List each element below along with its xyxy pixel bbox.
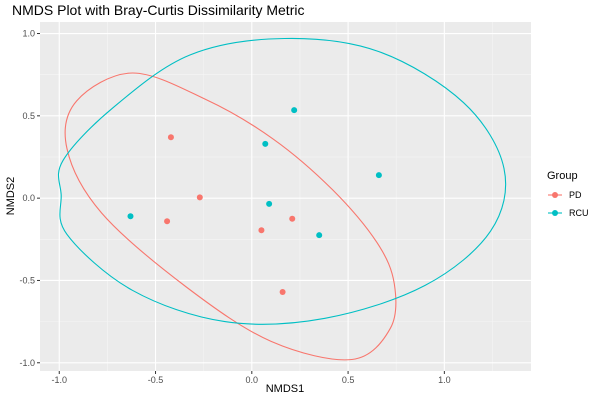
point-pd [164,218,171,225]
legend-key-point-rcu [552,210,558,216]
point-rcu [266,200,273,207]
legend-title: Group [547,170,578,182]
point-pd [167,134,174,141]
point-rcu [316,232,323,239]
legend-label-pd: PD [569,190,582,200]
legend-key-point-pd [552,192,558,198]
point-rcu [262,140,269,147]
x-tick-label: 0.0 [246,375,259,385]
y-axis-title: NMDS2 [5,177,17,216]
y-tick-label: 1.0 [22,29,35,39]
y-tick-label: 0.0 [22,193,35,203]
x-tick-label: -0.5 [148,375,164,385]
x-tick-label: 0.5 [342,375,355,385]
point-rcu [375,172,382,179]
y-axis-ticks: -1.0 -0.5 0.0 0.5 1.0 [19,29,40,368]
x-tick-label: 1.0 [438,375,451,385]
chart-title: NMDS Plot with Bray-Curtis Dissimilarity… [12,2,304,18]
point-pd [279,288,286,295]
legend: Group PD RCU [547,170,589,218]
point-rcu [291,107,298,114]
plot-panel [40,22,531,371]
x-tick-label: -1.0 [51,375,67,385]
point-pd [196,194,203,201]
y-tick-label: -1.0 [19,358,35,368]
ellipse-rcu [57,37,507,325]
data-points [127,107,382,295]
point-pd [289,215,296,222]
y-tick-label: 0.5 [22,111,35,121]
legend-label-rcu: RCU [569,208,589,218]
x-axis-ticks: -1.0 -0.5 0.0 0.5 1.0 [51,371,451,385]
ellipse-pd [64,72,397,361]
minor-gridlines [40,22,531,371]
y-tick-label: -0.5 [19,275,35,285]
point-rcu [127,213,134,220]
x-axis-title: NMDS1 [266,383,305,395]
point-pd [258,227,265,234]
confidence-ellipses [57,37,507,361]
